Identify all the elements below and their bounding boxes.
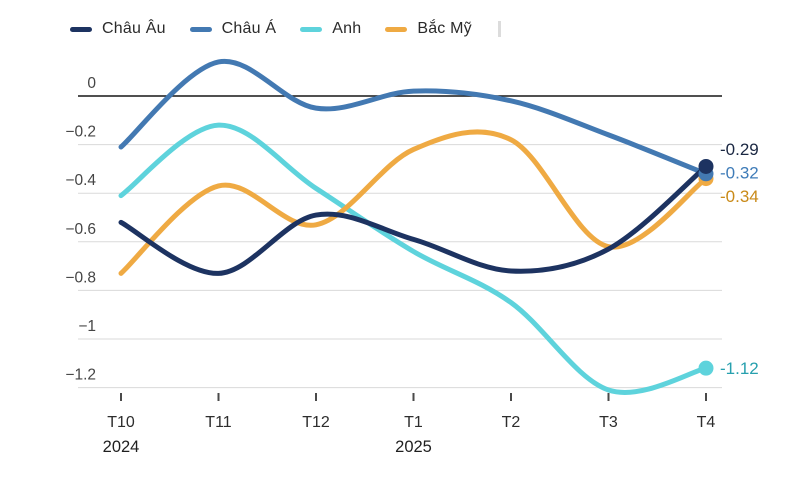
year-label: 2025	[395, 438, 432, 456]
legend-label-north-america: Bắc Mỹ	[417, 20, 472, 37]
legend-label-asia: Châu Á	[221, 20, 277, 37]
series-endpoint-dot-europe	[698, 158, 714, 174]
x-axis-label: T2	[502, 414, 521, 431]
y-axis-label: −0.6	[65, 221, 96, 238]
end-value-label-europe: -0.29	[720, 140, 759, 159]
y-axis-labels-group: 0 −0.2 −0.4 −0.6 −0.8 −1 −1.2	[65, 75, 96, 384]
legend-swatch-north-america	[385, 26, 408, 32]
series-endpoint-dot-uk	[698, 360, 714, 376]
legend-swatch-asia	[189, 26, 212, 32]
x-axis-label: T12	[302, 414, 330, 431]
legend-item-europe[interactable]: Châu Âu	[70, 20, 166, 38]
x-axis-label: T11	[205, 414, 231, 431]
y-axis-label: −0.2	[65, 124, 96, 141]
legend-item-uk[interactable]: Anh	[300, 20, 361, 38]
y-axis-label: 0	[87, 75, 96, 92]
legend-swatch-uk	[300, 26, 323, 32]
x-axis-label: T10	[107, 414, 135, 431]
x-axis-ticks-group	[120, 393, 707, 401]
legend-item-north-america[interactable]: Bắc Mỹ	[385, 20, 472, 38]
legend-divider-bar	[497, 21, 501, 37]
x-axis-label: T1	[404, 414, 423, 431]
legend-item-asia[interactable]: Châu Á	[189, 20, 277, 38]
series-line-asia	[118, 58, 709, 177]
y-axis-label: −0.4	[65, 172, 96, 189]
series-line-uk	[118, 122, 709, 395]
y-axis-label: −0.8	[65, 269, 96, 286]
series-lines-group	[118, 58, 709, 395]
x-axis-label: T3	[599, 414, 618, 431]
gridlines-group	[78, 95, 722, 389]
legend-label-europe: Châu Âu	[102, 20, 166, 37]
series-line-europe	[118, 163, 709, 276]
x-axis-label: T4	[697, 414, 716, 431]
year-label: 2024	[103, 438, 140, 456]
legend-swatch-europe	[70, 26, 92, 32]
end-value-label-uk: -1.12	[720, 359, 759, 378]
legend-label-uk: Anh	[332, 20, 362, 37]
y-axis-label: −1.2	[65, 367, 96, 384]
end-value-label-asia: -0.32	[720, 163, 759, 182]
x-axis-labels-group: T10 T11 T12 T1 T2 T3 T4 2024 2025	[103, 414, 716, 456]
end-value-labels-group: -0.29 -0.32 -1.12 -0.34	[720, 140, 759, 378]
y-axis-label: −1	[78, 318, 96, 335]
end-value-label-north-america: -0.34	[720, 187, 759, 206]
series-endpoint-dots-group	[698, 158, 714, 376]
legend: Châu Âu Châu Á Anh Bắc Mỹ	[70, 20, 501, 38]
